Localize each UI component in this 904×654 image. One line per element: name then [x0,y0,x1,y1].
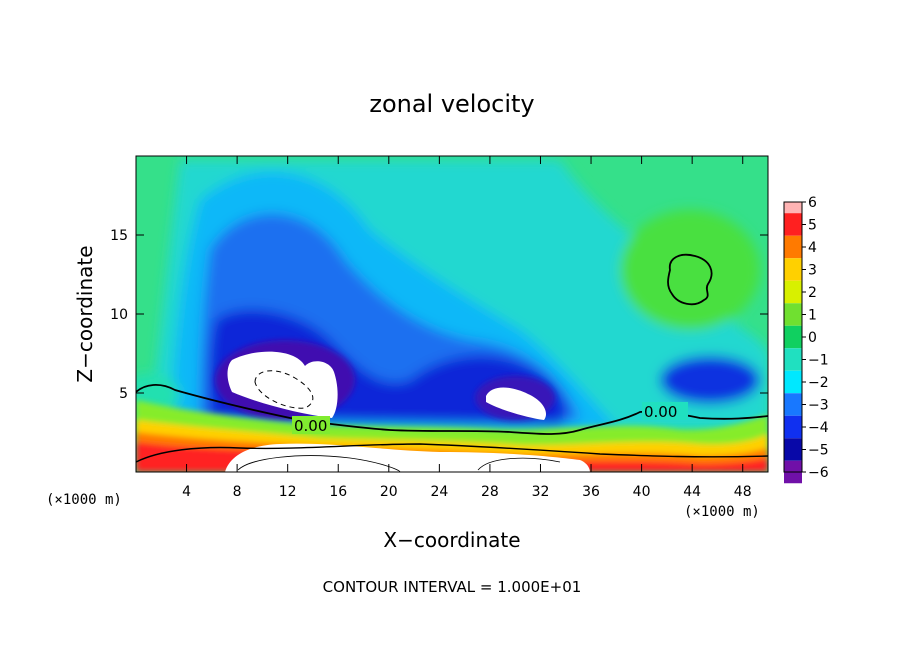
y-axis-label: Z−coordinate [73,245,97,382]
y-tick-label: 15 [110,228,128,244]
x-tick-label: 4 [182,484,191,500]
colorbar-tick-label: 2 [808,285,817,301]
colorbar-swatch [784,393,802,416]
colorbar-tick-label: 0 [808,330,817,346]
x-axis-unit-right: (×1000 m) [684,504,760,520]
colorbar-swatch [784,415,802,439]
x-tick-label: 40 [633,484,651,500]
upper-right-positive-zone [620,210,760,330]
colorbar-tick-label: −1 [808,353,829,369]
right-negative-core [660,356,760,404]
colorbar-swatch [784,303,802,326]
x-tick-label: 32 [532,484,550,500]
left-saturated-core [227,351,338,418]
colorbar-swatch [784,325,802,349]
contour-label-right-bg [642,402,688,420]
middle-saturated-core [486,387,547,420]
x-tick-label: 16 [329,484,347,500]
colorbar-tick-label: 6 [808,195,817,211]
contour-label-right: 0.00 [644,403,677,421]
x-tick-label: 36 [582,484,600,500]
colorbar-tick-label: 5 [808,218,817,234]
colorbar-swatch [784,258,802,281]
x-tick-label: 48 [734,484,752,500]
zero-contour-upper-right [667,253,713,306]
colorbar-tick-label: −4 [808,420,829,436]
colorbar-tick-label: 3 [808,263,817,279]
x-axis-ticks: 4 8 12 16 20 24 28 32 36 40 44 48 [182,156,752,500]
contour-interval-note: CONTOUR INTERVAL = 1.000E+01 [323,578,582,596]
colorbar-swatch [784,235,802,259]
colorbar-swatch [784,438,802,461]
left-dashed-contour [254,370,314,409]
colorbar-tick-label: 4 [808,240,817,256]
contour-label-left-bg [292,416,330,434]
x-tick-label: 28 [481,484,499,500]
colorbar-tick-label: 1 [808,308,817,324]
lower-saturated-region [225,443,590,472]
colorbar-swatch [784,213,802,236]
x-tick-label: 20 [380,484,398,500]
y-axis-ticks: 5 10 15 [110,228,768,402]
x-tick-label: 44 [683,484,701,500]
x-tick-label: 8 [233,484,242,500]
colorbar-tick-label: −3 [808,398,829,414]
x-tick-label: 24 [430,484,448,500]
colorbar: 6 5 4 3 2 1 0 −1 −2 −3 −4 −5 −6 [783,195,829,484]
colorbar-swatch [784,348,802,371]
chart-title: zonal velocity [369,90,534,118]
y-tick-label: 5 [119,386,128,402]
plot-area: 0.00 0.00 [136,156,768,472]
lower-thin-contour [237,455,561,472]
colorbar-swatch [784,370,802,394]
colorbar-swatch [784,280,802,304]
colorbar-tick-label: −6 [808,465,829,481]
contour-label-left: 0.00 [294,417,327,435]
colorbar-tick-label: −5 [808,443,829,459]
colorbar-tick-label: −2 [808,375,829,391]
zero-contour-lower [136,443,768,463]
x-axis-label: X−coordinate [383,528,520,552]
x-tick-label: 12 [279,484,297,500]
y-tick-label: 10 [110,307,128,323]
x-axis-unit-left: (×1000 m) [46,492,122,508]
